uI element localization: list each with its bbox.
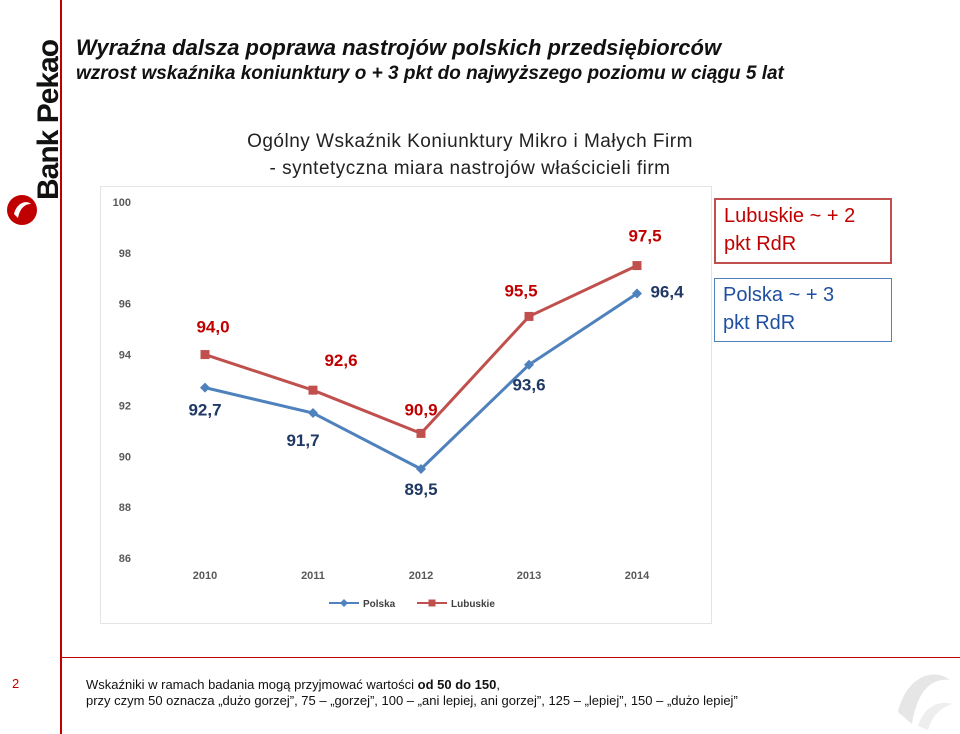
y-tick-label: 98 [119,248,131,260]
slide-subtitle: wzrost wskaźnika koniunktury o + 3 pkt d… [76,63,784,84]
chart-area: 100 98 96 94 92 90 88 86 2010 2011 2012 2013 2014 92,… [100,186,712,624]
y-tick-label: 96 [119,299,131,311]
data-point-polska [308,408,318,419]
data-point-lubuskie [308,385,318,395]
y-tick-label: 92 [119,400,131,412]
chart-heading-line2: - syntetyczna miara nastrojów właściciel… [269,158,671,179]
data-point-polska [632,288,642,299]
data-point-polska [524,359,534,370]
x-tick-label: 2014 [625,570,650,582]
slide-title: Wyraźna dalsza poprawa nastrojów polskic… [76,35,722,60]
footnote-range: od 50 do 150 [417,677,497,692]
footnote-line2: przy czym 50 oznacza „dużo gorzej”, 75 –… [86,693,738,708]
callout-lubuskie: Lubuskie ~ + 2 pkt RdR [714,198,892,264]
y-tick-label: 88 [119,502,131,514]
footnote: Wskaźniki w ramach badania mogą przyjmow… [86,677,738,709]
data-point-polska [200,382,210,393]
data-point-lubuskie [632,261,642,271]
page-number: 2 [12,676,20,691]
series-line-polska [204,292,638,471]
callout-polska: Polska ~ + 3 pkt RdR [714,278,892,342]
callout-polska-line2: pkt RdR [723,312,796,334]
data-point-lubuskie [416,428,426,438]
footnote-line1-end: , [496,677,500,692]
slide-divider-horizontal [60,657,960,658]
x-tick-label: 2012 [409,570,433,582]
data-label-lubuskie: 94,0 [196,318,229,337]
legend-label-polska: Polska [363,599,396,610]
legend-marker-lubuskie [428,599,436,607]
y-tick-label: 94 [119,350,132,362]
callout-lubuskie-line2: pkt RdR [724,233,797,255]
watermark-logo-icon [898,674,952,730]
y-tick-label: 90 [119,451,131,463]
x-tick-label: 2010 [193,570,217,582]
brand-sidebar: Bank Pekao [0,0,65,734]
line-chart: 100 98 96 94 92 90 88 86 2010 2011 2012 2013 2014 92,… [113,197,684,610]
data-label-lubuskie: 95,5 [504,281,537,300]
chart-heading: Ogólny Wskaźnik Koniunktury Mikro i Mały… [180,128,760,182]
data-label-polska: 96,4 [650,283,684,302]
data-label-lubuskie: 97,5 [628,227,661,246]
data-label-polska: 92,7 [188,401,221,420]
x-tick-label: 2013 [517,570,541,582]
bank-logo-icon [7,195,37,225]
y-tick-label: 100 [113,197,131,209]
legend-marker-polska [340,599,348,607]
footnote-line1: Wskaźniki w ramach badania mogą przyjmow… [86,677,738,693]
footnote-line1-text: Wskaźniki w ramach badania mogą przyjmow… [86,677,418,692]
data-label-polska: 91,7 [286,431,319,450]
data-point-lubuskie [524,311,534,321]
data-label-polska: 93,6 [512,376,545,395]
chart-heading-line1: Ogólny Wskaźnik Koniunktury Mikro i Mały… [247,131,693,152]
y-tick-label: 86 [119,553,131,565]
x-tick-label: 2011 [301,570,325,582]
data-label-polska: 89,5 [404,480,437,499]
callout-lubuskie-line1: Lubuskie ~ + 2 [724,205,856,227]
legend-label-lubuskie: Lubuskie [451,599,495,610]
callout-polska-line1: Polska ~ + 3 [723,284,835,306]
slide-divider-vertical [60,0,62,734]
data-point-polska [416,464,426,474]
data-label-lubuskie: 90,9 [404,400,437,419]
data-point-lubuskie [200,350,210,360]
data-label-lubuskie: 92,6 [324,351,357,370]
